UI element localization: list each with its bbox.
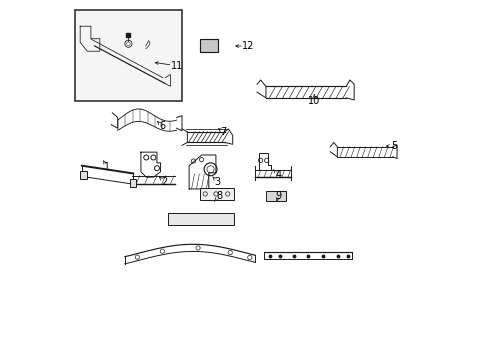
Text: 4: 4 — [275, 170, 281, 180]
Text: 11: 11 — [170, 61, 183, 71]
Bar — [75, 10, 182, 102]
Text: 10: 10 — [307, 96, 320, 107]
Bar — [200, 39, 218, 52]
Bar — [265, 192, 285, 202]
Bar — [80, 171, 86, 179]
Text: 12: 12 — [242, 41, 254, 51]
Bar — [200, 188, 233, 200]
Text: 7: 7 — [220, 127, 226, 137]
Text: 3: 3 — [214, 177, 220, 187]
Bar — [167, 213, 233, 225]
Text: 2: 2 — [161, 177, 167, 187]
Text: 9: 9 — [275, 191, 281, 201]
Bar — [129, 179, 136, 187]
Text: 8: 8 — [216, 191, 222, 201]
Text: 1: 1 — [103, 162, 110, 172]
Text: 5: 5 — [390, 141, 397, 151]
Text: 6: 6 — [159, 121, 165, 131]
